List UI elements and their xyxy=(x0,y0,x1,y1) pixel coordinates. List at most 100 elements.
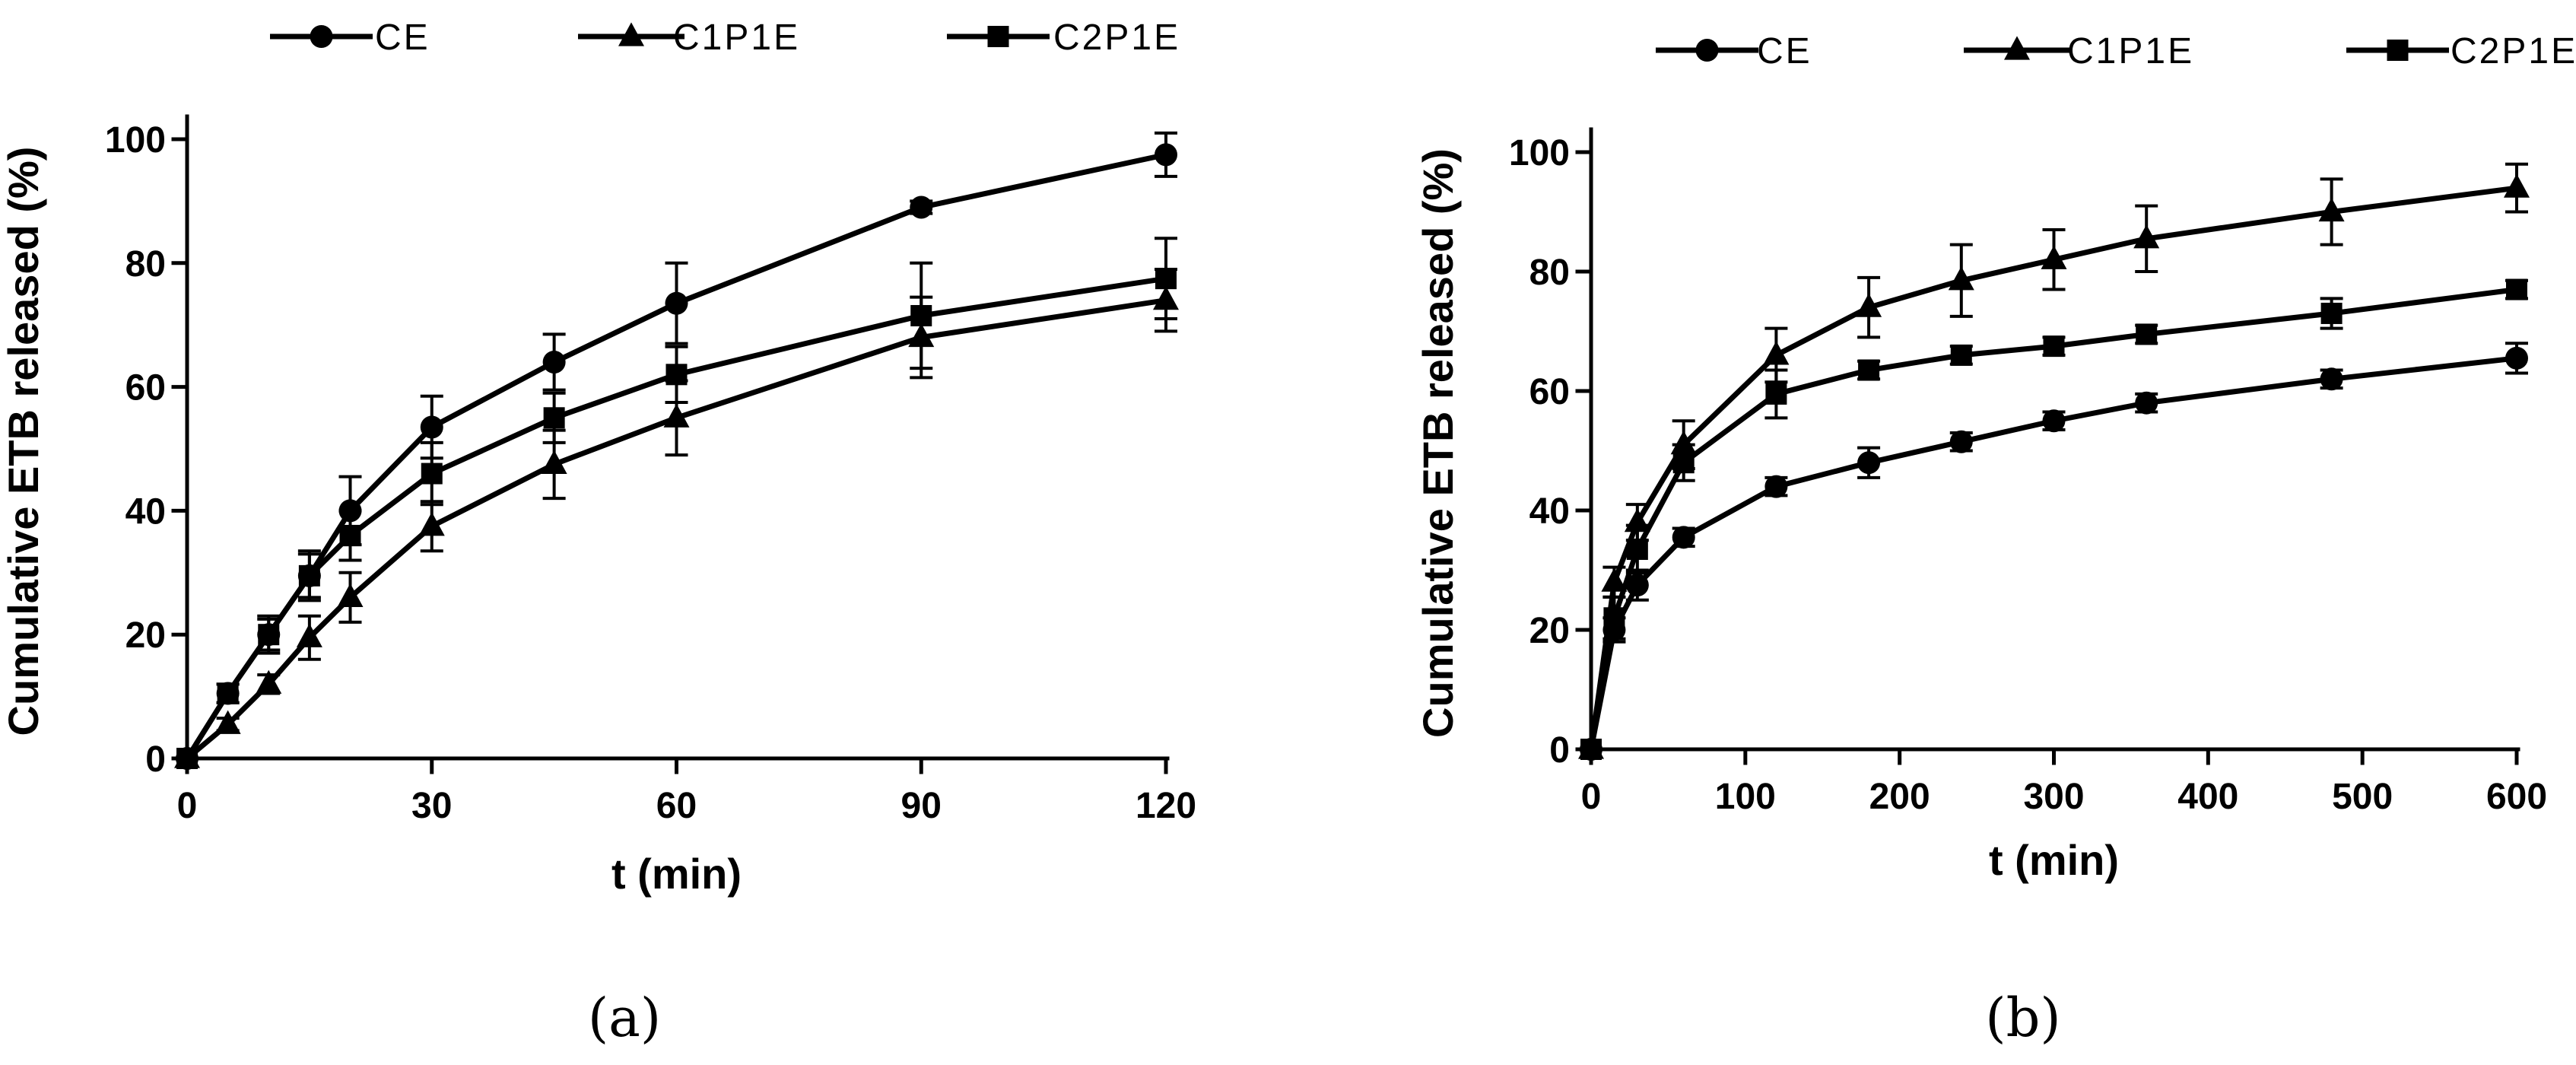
data-point xyxy=(1763,341,1790,365)
y-tick-label: 60 xyxy=(1529,372,1570,412)
panel-b-chart: 0 20 40 60 80 100 0 100 200 300 400 500 600 t (min) Cu… xyxy=(1414,31,2576,1049)
data-point xyxy=(2043,335,2065,358)
legend-item-ce: CE xyxy=(270,17,430,58)
data-point xyxy=(541,450,567,474)
data-point xyxy=(2504,173,2530,198)
data-point xyxy=(298,564,320,587)
data-point xyxy=(2135,391,2158,415)
data-point xyxy=(214,710,241,734)
legend-marker xyxy=(987,26,1009,47)
y-axis-title: Cumulative ETB released (%) xyxy=(0,147,47,736)
legend-label: C1P1E xyxy=(2067,31,2194,72)
y-tick-label: 80 xyxy=(125,244,166,285)
y-tick-label: 40 xyxy=(125,491,166,532)
x-tick-label: 0 xyxy=(1581,777,1602,817)
data-point xyxy=(421,463,443,485)
y-tick-label: 60 xyxy=(125,368,166,409)
data-point xyxy=(2320,367,2343,391)
y-tick-label: 20 xyxy=(125,615,166,656)
data-point xyxy=(543,407,565,429)
data-point xyxy=(1626,539,1648,561)
data-point xyxy=(1603,607,1625,629)
data-point xyxy=(663,403,690,428)
data-point xyxy=(542,351,566,374)
x-tick-label: 100 xyxy=(1715,777,1776,817)
x-tick-label: 200 xyxy=(1869,777,1930,817)
series-line xyxy=(185,151,1167,760)
legend-item-c2p1e: C2P1E xyxy=(2346,31,2576,72)
data-point xyxy=(1948,266,1974,291)
x-tick-label: 90 xyxy=(901,786,942,826)
legend-marker xyxy=(1695,39,1719,62)
panel-label: (b) xyxy=(1985,987,2060,1049)
y-tick-label: 80 xyxy=(1529,253,1570,293)
data-point xyxy=(1625,574,1649,597)
data-point xyxy=(1949,430,1973,453)
data-point xyxy=(256,669,282,694)
panel-a-chart: 0 20 40 60 80 100 0 30 60 90 120 t (min) Cumulative … xyxy=(0,17,1196,1049)
legend-marker xyxy=(310,25,333,48)
x-tick-label: 0 xyxy=(177,786,198,826)
data-point xyxy=(1764,475,1788,498)
legend-label: C1P1E xyxy=(673,17,800,58)
y-tick-label: 0 xyxy=(145,739,166,780)
series-line xyxy=(185,275,1167,760)
legend-label: CE xyxy=(1757,31,1812,72)
data-point xyxy=(2506,278,2527,300)
x-tick-label: 60 xyxy=(656,786,697,826)
x-axis-title: t (min) xyxy=(611,850,742,898)
legend-label: C2P1E xyxy=(2451,31,2576,72)
data-point xyxy=(1580,739,1602,760)
series-c2p1e xyxy=(176,237,1177,769)
data-point xyxy=(2318,197,2345,222)
y-tick-label: 100 xyxy=(105,120,166,161)
y-axis-title: Cumulative ETB released (%) xyxy=(1414,148,1462,738)
data-point xyxy=(2133,224,2160,249)
y-tick-label: 20 xyxy=(1529,611,1570,651)
data-point xyxy=(1672,452,1695,474)
x-tick-label: 400 xyxy=(2177,777,2238,817)
data-point xyxy=(339,524,361,546)
data-point xyxy=(665,291,688,315)
data-point xyxy=(1155,143,1177,167)
series-c2p1e xyxy=(1580,278,2528,760)
data-point xyxy=(1155,268,1177,290)
data-point xyxy=(1856,293,1882,317)
data-point xyxy=(258,624,280,646)
data-point xyxy=(217,682,239,704)
data-point xyxy=(1858,359,1880,381)
data-point xyxy=(2041,245,2067,269)
data-point xyxy=(176,748,198,769)
data-point xyxy=(1670,431,1697,455)
data-point xyxy=(1857,451,1881,475)
legend-label: C2P1E xyxy=(1053,17,1180,58)
legend-marker xyxy=(2387,40,2409,61)
data-point xyxy=(2042,409,2066,433)
legend-marker xyxy=(618,22,644,46)
data-point xyxy=(1765,383,1787,405)
data-point xyxy=(296,623,322,647)
data-point xyxy=(2136,323,2158,345)
x-tick-label: 120 xyxy=(1136,786,1196,826)
legend-item-c1p1e: C1P1E xyxy=(1964,31,2194,72)
data-point xyxy=(910,196,933,219)
data-point xyxy=(337,583,364,607)
x-tick-label: 300 xyxy=(2023,777,2084,817)
x-tick-label: 30 xyxy=(411,786,452,826)
data-point xyxy=(2320,302,2343,324)
data-point xyxy=(418,512,445,536)
y-tick-label: 40 xyxy=(1529,491,1570,532)
series-c1p1e xyxy=(1578,162,2530,759)
data-point xyxy=(910,304,932,326)
panel-label: (a) xyxy=(588,987,661,1049)
data-point xyxy=(1950,344,1972,366)
legend-label: CE xyxy=(375,17,430,58)
legend-item-c1p1e: C1P1E xyxy=(578,17,800,58)
series-line xyxy=(1588,287,2517,750)
legend-item-c2p1e: C2P1E xyxy=(947,17,1180,58)
legend-item-ce: CE xyxy=(1656,31,1812,72)
series-line xyxy=(185,297,1167,761)
x-tick-label: 500 xyxy=(2332,777,2393,817)
y-tick-label: 100 xyxy=(1509,133,1570,173)
